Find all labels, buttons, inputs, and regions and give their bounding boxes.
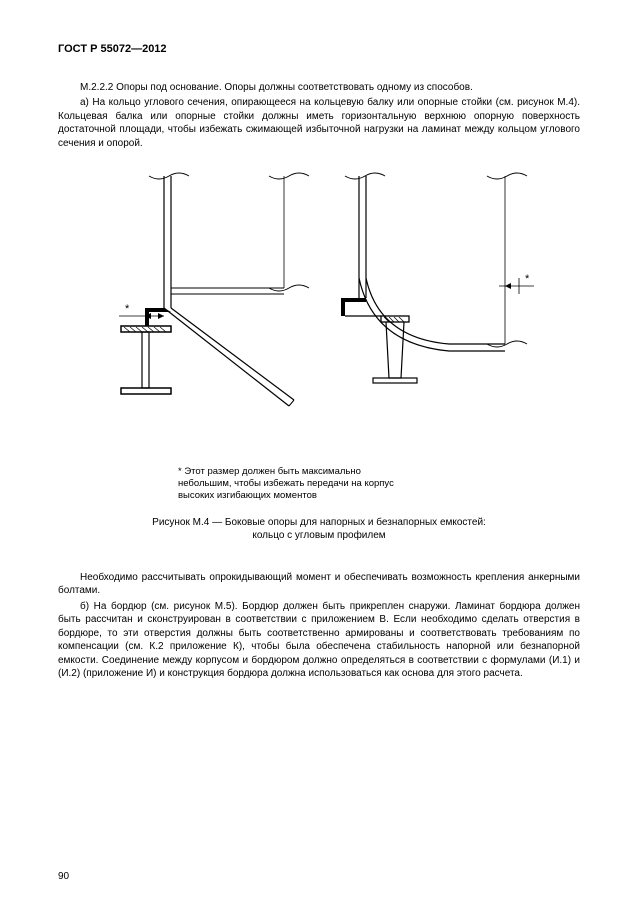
svg-text:*: * — [525, 273, 530, 285]
figure-caption-line1: Рисунок М.4 — Боковые опоры для напорных… — [152, 517, 486, 528]
paragraph-item-a: а) На кольцо углового сечения, опирающее… — [58, 96, 580, 150]
document-header: ГОСТ Р 55072—2012 — [58, 42, 580, 57]
figure-caption-line2: кольцо с угловым профилем — [252, 530, 385, 541]
page: ГОСТ Р 55072—2012 М.2.2.2 Опоры под осно… — [0, 0, 630, 913]
svg-text:*: * — [125, 303, 130, 315]
paragraph-overturning: Необходимо рассчитывать опрокидывающий м… — [58, 571, 580, 598]
figure-m4-svg: * — [89, 168, 549, 458]
paragraph-item-b: б) На бордюр (см. рисунок М.5). Бордюр д… — [58, 600, 580, 681]
paragraph-m222-intro: М.2.2.2 Опоры под основание. Опоры должн… — [58, 81, 580, 95]
page-number: 90 — [58, 870, 69, 884]
figure-footnote: * Этот размер должен быть максимально не… — [178, 466, 408, 502]
figure-caption: Рисунок М.4 — Боковые опоры для напорных… — [58, 516, 580, 543]
figure-m4: * — [58, 168, 580, 458]
